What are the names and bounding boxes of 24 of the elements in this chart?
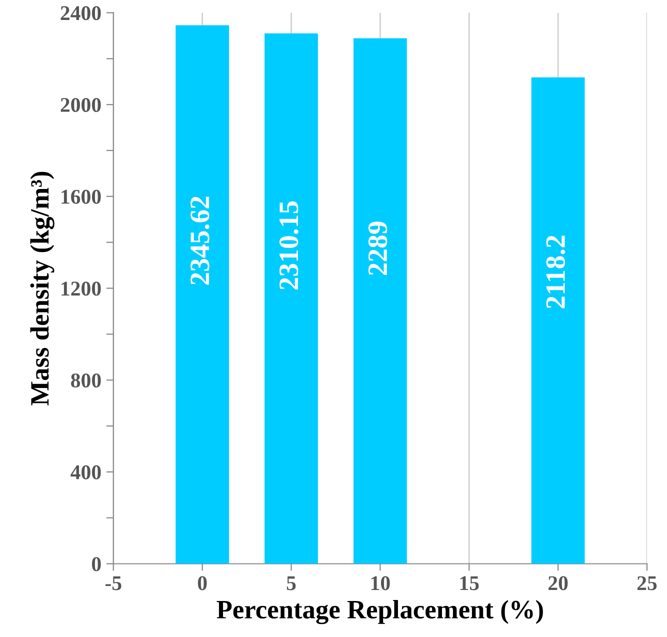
data-label: 2289 (368, 222, 388, 276)
bar (176, 25, 230, 564)
y-tick-label: 1600 (62, 190, 101, 204)
x-tick-label: 20 (548, 576, 568, 590)
bar (354, 38, 407, 564)
data-label: 2118.2 (546, 236, 566, 308)
x-axis-title: Percentage Replacement (%) (216, 600, 543, 624)
y-tick-label: 2000 (60, 98, 101, 112)
data-label: 2345.62 (190, 196, 210, 285)
x-tick-label: 25 (637, 576, 657, 590)
y-tick-label: 400 (70, 465, 101, 480)
y-tick-label: 800 (71, 373, 101, 388)
x-tick-label: 5 (286, 576, 296, 590)
y-tick-label: 1200 (62, 282, 101, 296)
y-tick-label: 2400 (60, 6, 101, 20)
data-label: 2310.15 (279, 201, 298, 290)
bar (531, 77, 585, 564)
bar (264, 33, 318, 564)
x-tick-label: -5 (105, 576, 122, 590)
y-axis-title: Mass density (kg/m³) (30, 172, 54, 406)
x-tick-label: 0 (198, 576, 207, 590)
x-tick-label: 10 (371, 576, 390, 590)
y-tick-label: 0 (92, 557, 101, 572)
x-tick-label: 15 (460, 576, 479, 590)
